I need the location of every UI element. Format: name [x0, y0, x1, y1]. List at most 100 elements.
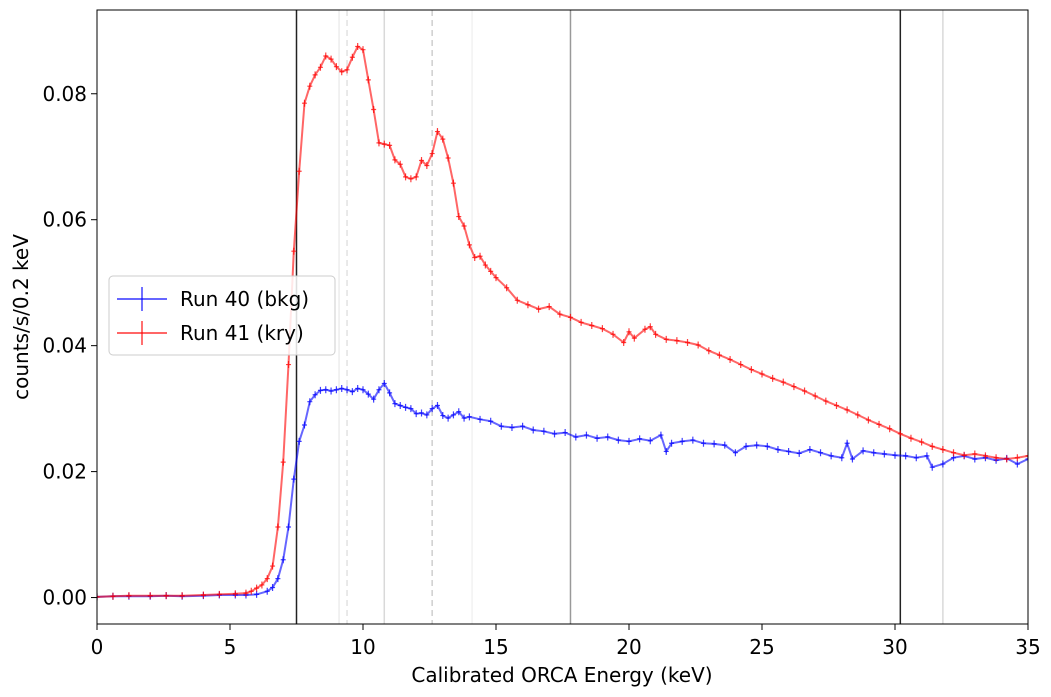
- data-point: [589, 322, 595, 330]
- series-layer: [97, 43, 1028, 601]
- legend-frame: [108, 275, 336, 356]
- data-point: [488, 267, 494, 275]
- data-point: [381, 140, 387, 148]
- data-point: [264, 575, 270, 583]
- data-point: [376, 139, 382, 147]
- data-point: [743, 442, 749, 450]
- data-point: [461, 222, 467, 230]
- data-point: [381, 379, 387, 387]
- data-point: [429, 150, 435, 158]
- series-1: [97, 43, 1028, 601]
- data-point: [738, 361, 744, 369]
- data-point: [397, 401, 403, 409]
- data-point: [1014, 460, 1020, 468]
- data-point: [387, 141, 393, 149]
- y-tick-label: 0.04: [42, 334, 87, 358]
- data-point: [349, 388, 355, 396]
- data-point: [669, 439, 675, 447]
- data-point: [818, 449, 824, 457]
- data-point: [339, 68, 345, 76]
- data-point: [317, 63, 323, 71]
- data-point: [456, 408, 462, 416]
- data-point: [254, 590, 260, 598]
- data-point: [855, 411, 861, 419]
- y-tick-label: 0.02: [42, 460, 87, 484]
- x-tick-label: 25: [749, 635, 774, 659]
- data-point: [312, 391, 318, 399]
- plot-frame: [96, 9, 1029, 625]
- data-point: [578, 318, 584, 326]
- data-point: [445, 154, 451, 162]
- data-point: [562, 429, 568, 437]
- data-point: [732, 449, 738, 457]
- data-point: [270, 562, 276, 570]
- data-point: [812, 392, 818, 400]
- data-point: [796, 449, 802, 457]
- data-point: [296, 167, 302, 175]
- data-point: [599, 325, 605, 333]
- data-point: [557, 310, 563, 318]
- data-point: [403, 403, 409, 411]
- data-point: [498, 422, 504, 430]
- data-point: [450, 411, 456, 419]
- data-point: [594, 434, 600, 442]
- data-point: [434, 128, 440, 136]
- data-point: [642, 325, 648, 333]
- data-point: [658, 431, 664, 439]
- data-point: [333, 386, 339, 394]
- y-tick-label: 0.06: [42, 208, 87, 232]
- data-point: [163, 592, 169, 600]
- data-point: [695, 341, 701, 349]
- data-point: [472, 253, 478, 261]
- data-point: [961, 451, 967, 459]
- data-point: [307, 398, 313, 406]
- data-point: [248, 587, 254, 595]
- data-point: [993, 454, 999, 462]
- data-point: [748, 366, 754, 374]
- data-point: [940, 460, 946, 468]
- legend-label: Run 40 (bkg): [180, 287, 309, 311]
- data-point: [280, 556, 286, 564]
- data-point: [291, 247, 297, 255]
- data-point: [504, 284, 510, 292]
- data-point: [429, 405, 435, 413]
- data-point: [711, 440, 717, 448]
- data-point: [424, 411, 430, 419]
- data-point: [663, 447, 669, 455]
- data-point: [775, 446, 781, 454]
- data-point: [307, 82, 313, 90]
- data-point: [674, 337, 680, 345]
- data-point: [552, 430, 558, 438]
- data-point: [940, 446, 946, 454]
- data-point: [291, 475, 297, 483]
- data-point: [280, 458, 286, 466]
- data-point: [509, 424, 515, 432]
- x-tick-label: 15: [483, 635, 508, 659]
- data-point: [419, 157, 425, 165]
- data-point: [440, 412, 446, 420]
- data-point: [887, 425, 893, 433]
- x-tick-label: 0: [91, 635, 104, 659]
- data-point: [392, 400, 398, 408]
- data-point: [344, 66, 350, 74]
- x-axis: 0 5 10 15 20 25 30 35: [91, 624, 1041, 659]
- data-point: [461, 414, 467, 422]
- data-point: [722, 441, 728, 449]
- data-point: [360, 46, 366, 54]
- data-point: [908, 434, 914, 442]
- data-point: [897, 430, 903, 438]
- data-point: [615, 436, 621, 444]
- data-point: [807, 446, 813, 454]
- data-point: [392, 156, 398, 164]
- data-point: [387, 389, 393, 397]
- data-point: [275, 523, 281, 531]
- data-point: [488, 417, 494, 425]
- data-point: [514, 296, 520, 304]
- data-point: [466, 241, 472, 249]
- data-point: [972, 450, 978, 458]
- data-point: [493, 274, 499, 282]
- data-point: [275, 575, 281, 583]
- data-point: [791, 383, 797, 391]
- data-point: [919, 438, 925, 446]
